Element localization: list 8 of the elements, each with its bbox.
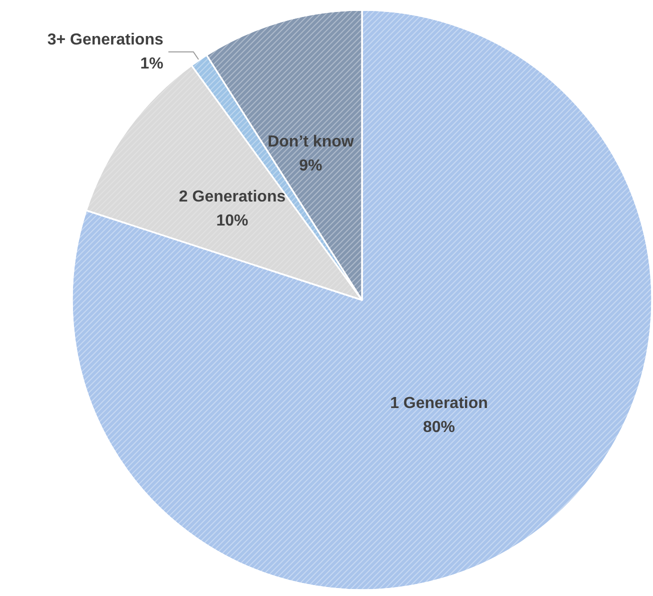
data-label: 80% (422, 419, 456, 436)
slice-label: 2 Generations (178, 188, 286, 206)
slice-label: 3+ Generations (47, 31, 164, 48)
data-label: 1% (140, 55, 164, 72)
data-label: 9% (299, 157, 322, 174)
slice-label: 1 Generation (390, 395, 488, 412)
data-label: 10% (216, 212, 248, 230)
slice-label: Don’t know (268, 133, 354, 150)
